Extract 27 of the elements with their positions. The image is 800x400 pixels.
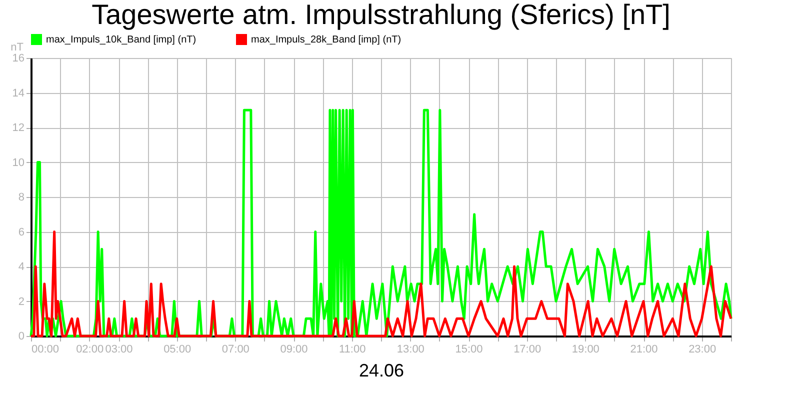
- x-tick-label: 05:00: [164, 344, 192, 356]
- x-tick-label: 02:00: [76, 344, 104, 356]
- x-tick-label: 21:00: [630, 344, 658, 356]
- x-tick-label: 07:00: [222, 344, 250, 356]
- y-tick-label: 8: [18, 192, 24, 204]
- legend-label: max_Impuls_10k_Band [imp] (nT): [46, 34, 196, 46]
- x-tick-label: 23:00: [688, 344, 716, 356]
- x-tick-label: 00:00: [32, 344, 60, 356]
- chart-title: Tageswerte atm. Impulsstrahlung (Sferics) [nT]: [92, 0, 670, 30]
- x-tick-label: 09:00: [280, 344, 308, 356]
- x-tick-label: 17:00: [514, 344, 542, 356]
- y-tick-label: 12: [12, 122, 24, 134]
- x-tick-label: 19:00: [572, 344, 600, 356]
- y-tick-label: 10: [12, 156, 24, 169]
- y-tick-label: 4: [18, 261, 24, 273]
- y-tick-label: 2: [18, 296, 24, 308]
- x-tick-label: 03:00: [105, 344, 133, 356]
- y-axis-title: nT: [10, 42, 24, 54]
- x-tick-label: 15:00: [455, 344, 483, 356]
- x-axis-title: 24.06: [358, 360, 404, 380]
- legend-label: max_Impuls_28k_Band [imp] (nT): [251, 34, 402, 46]
- x-tick-label: 11:00: [338, 344, 366, 356]
- y-tick-label: 6: [18, 226, 24, 238]
- x-tick-label: 13:00: [396, 344, 424, 356]
- y-tick-label: 16: [12, 52, 24, 64]
- y-tick-label: 14: [12, 87, 24, 100]
- y-tick-label: 0: [18, 330, 24, 342]
